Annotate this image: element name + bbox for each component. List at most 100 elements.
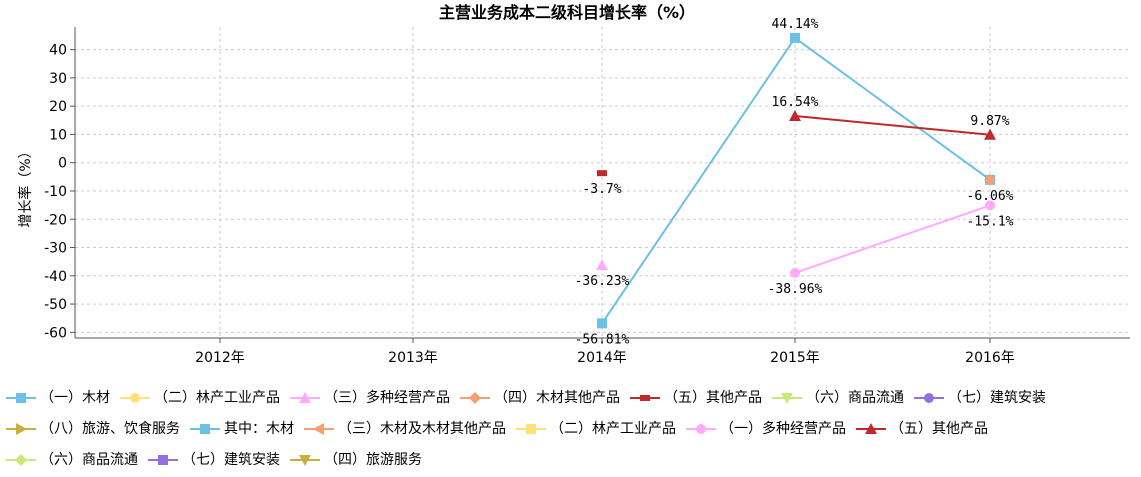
data-label: 9.87%: [970, 114, 1009, 129]
legend-item[interactable]: （五）其他产品: [856, 415, 988, 443]
legend-swatch-icon: [460, 392, 490, 404]
legend-item[interactable]: （七）建筑安装: [914, 384, 1046, 412]
legend-swatch-icon: [290, 392, 320, 403]
legend-swatch-icon: [148, 455, 178, 465]
data-label: 16.54%: [772, 95, 819, 110]
legend-marker: [299, 392, 311, 403]
legend-item[interactable]: （四）旅游服务: [290, 446, 422, 474]
y-tick-label: 20: [49, 99, 67, 115]
legend-item[interactable]: （六）商品流通: [772, 384, 904, 412]
x-tick-label: 2015年: [770, 350, 820, 366]
legend-item[interactable]: （二）林产工业产品: [516, 415, 676, 443]
data-point: [597, 170, 607, 177]
legend-label: （三）多种经营产品: [324, 390, 450, 406]
x-tick-label: 2012年: [195, 350, 245, 366]
legend-label: （五）其他产品: [890, 421, 988, 437]
data-label: 44.14%: [772, 17, 819, 32]
legend-marker: [200, 424, 210, 434]
y-tick-label: 30: [49, 71, 67, 87]
legend-swatch-icon: [686, 424, 716, 434]
legend-label: （八）旅游、饮食服务: [40, 421, 180, 437]
series-layer: [596, 32, 996, 329]
legend-swatch-icon: [190, 424, 220, 434]
legend: （一）木材 （二）林产工业产品 （三）多种经营产品 （四）木材其他产品 （五）其他产品 （…: [6, 384, 1136, 477]
legend-marker: [16, 423, 27, 435]
legend-item[interactable]: 其中：木材: [190, 415, 294, 443]
data-label: -15.1%: [967, 214, 1014, 229]
legend-label: （四）旅游服务: [324, 452, 422, 468]
x-tick-label: 2016年: [965, 350, 1015, 366]
legend-swatch-icon: [772, 393, 802, 404]
legend-item[interactable]: （一）木材: [6, 384, 110, 412]
legend-marker: [924, 393, 934, 403]
legend-swatch-icon: [630, 395, 660, 401]
legend-label: 其中：木材: [224, 421, 294, 437]
data-label: -56.81%: [575, 332, 630, 347]
legend-marker: [696, 424, 706, 434]
legend-swatch-icon: [120, 393, 150, 403]
legend-marker: [15, 454, 27, 466]
legend-label: （七）建筑安装: [948, 390, 1046, 406]
data-point: [984, 173, 996, 186]
legend-item[interactable]: （六）商品流通: [6, 446, 138, 474]
data-point: [790, 32, 800, 43]
legend-marker: [640, 395, 650, 401]
chart-title: 主营业务成本二级科目增长率（%）: [439, 3, 695, 22]
data-label: -6.06%: [967, 189, 1014, 204]
y-tick-label: -40: [44, 269, 67, 285]
legend-label: （二）林产工业产品: [154, 390, 280, 406]
data-point: [790, 267, 800, 278]
legend-label: （二）林产工业产品: [550, 421, 676, 437]
legend-label: （五）其他产品: [664, 390, 762, 406]
legend-item[interactable]: （四）木材其他产品: [460, 384, 620, 412]
legend-label: （六）商品流通: [40, 452, 138, 468]
legend-swatch-icon: [914, 393, 944, 403]
legend-item[interactable]: （三）木材及木材其他产品: [304, 415, 506, 443]
y-tick-label: 40: [49, 43, 67, 59]
data-point: [789, 109, 801, 121]
legend-label: （三）木材及木材其他产品: [338, 421, 506, 437]
series-line-segment: [794, 204, 991, 274]
data-labels: -56.81% 44.14% -6.06% -36.23% -3.7% -38.96% -1…: [575, 17, 1014, 347]
legend-item[interactable]: （一）多种经营产品: [686, 415, 846, 443]
legend-item[interactable]: （三）多种经营产品: [290, 384, 450, 412]
data-point: [596, 259, 608, 271]
legend-swatch-icon: [6, 423, 36, 435]
legend-swatch-icon: [6, 393, 36, 403]
y-tick-label: -30: [44, 241, 67, 257]
data-label: -3.7%: [582, 182, 621, 197]
series-line-segment: [794, 114, 991, 136]
data-label: -36.23%: [575, 274, 630, 289]
legend-label: （七）建筑安装: [182, 452, 280, 468]
data-point: [984, 128, 996, 140]
y-tick-label: -20: [44, 212, 67, 228]
legend-item[interactable]: （五）其他产品: [630, 384, 762, 412]
legend-swatch-icon: [304, 423, 334, 435]
data-point: [597, 318, 607, 329]
legend-marker: [781, 393, 793, 404]
legend-marker: [130, 393, 140, 403]
legend-item[interactable]: （八）旅游、饮食服务: [6, 415, 180, 443]
legend-label: （六）商品流通: [806, 390, 904, 406]
y-tick-label: 0: [58, 156, 67, 172]
legend-swatch-icon: [516, 424, 546, 434]
data-label: -38.96%: [768, 282, 823, 297]
legend-label: （四）木材其他产品: [494, 390, 620, 406]
legend-marker: [526, 424, 536, 434]
legend-marker: [313, 423, 324, 435]
legend-marker: [16, 393, 26, 403]
legend-marker: [469, 392, 481, 404]
series-3: [984, 173, 996, 186]
legend-marker: [299, 455, 311, 466]
legend-swatch-icon: [290, 455, 320, 466]
legend-item[interactable]: （七）建筑安装: [148, 446, 280, 474]
axes: 40 30 20 10 0 -10 -20 -30 -40 -50 -60 2012年 2013年 201…: [44, 27, 1130, 366]
legend-marker: [158, 455, 168, 465]
legend-item[interactable]: （二）林产工业产品: [120, 384, 280, 412]
series-2: [596, 259, 608, 271]
y-tick-label: -50: [44, 297, 67, 313]
x-tick-label: 2013年: [388, 350, 438, 366]
y-tick-label: -60: [44, 325, 67, 341]
legend-label: （一）多种经营产品: [720, 421, 846, 437]
